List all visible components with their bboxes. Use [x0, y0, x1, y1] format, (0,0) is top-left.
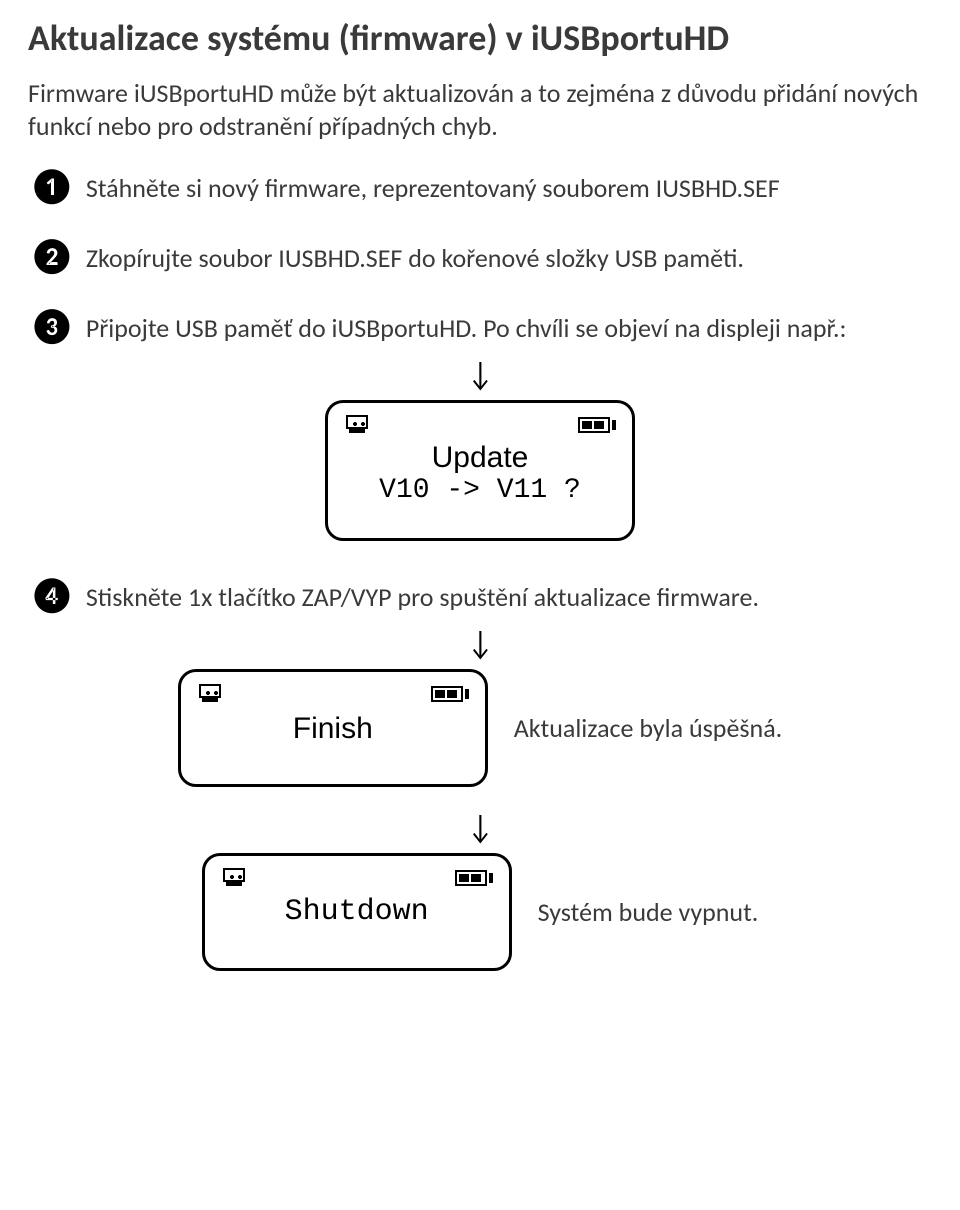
intro-paragraph: Firmware iUSBportuHD může být aktualizov… — [28, 77, 932, 142]
finish-note: Aktualizace byla úspěšná. — [514, 712, 782, 744]
battery-icon — [578, 417, 616, 433]
arrow-down-icon: ↓ — [468, 358, 493, 392]
display-finish-line1: Finish — [197, 712, 469, 745]
step-2-text: Zkopírujte soubor IUSBHD.SEF do kořenové… — [86, 242, 744, 275]
step-3-text: Připojte USB paměť do iUSBportuHD. Po ch… — [86, 312, 847, 345]
display-update-block: ↓ Update V10 -> V11 ? — [28, 352, 932, 559]
display-finish-block: ↓ Finish Aktualizace byla úspěšná. — [28, 621, 932, 805]
usb-icon — [221, 868, 247, 888]
step-3-number: ❸ — [28, 308, 76, 344]
device-display-finish: Finish — [178, 669, 488, 787]
step-1-number: ❶ — [28, 168, 76, 204]
step-2-number: ❷ — [28, 238, 76, 274]
battery-icon — [431, 686, 469, 702]
step-1-text: Stáhněte si nový firmware, reprezentovan… — [86, 172, 780, 205]
display-update-line2: V10 -> V11 ? — [344, 474, 616, 508]
display-shutdown-line1: Shutdown — [221, 896, 493, 929]
step-3: ❸ Připojte USB paměť do iUSBportuHD. Po … — [28, 312, 932, 348]
arrow-down-icon: ↓ — [468, 627, 493, 661]
step-4-number: ❹ — [28, 577, 76, 613]
device-display-update: Update V10 -> V11 ? — [325, 400, 635, 541]
shutdown-note: Systém bude vypnut. — [538, 896, 759, 928]
arrow-down-icon: ↓ — [468, 811, 493, 845]
page-title: Aktualizace systému (firmware) v iUSBpor… — [28, 18, 932, 59]
battery-icon — [455, 870, 493, 886]
step-2: ❷ Zkopírujte soubor IUSBHD.SEF do kořeno… — [28, 242, 932, 278]
document-page: Aktualizace systému (firmware) v iUSBpor… — [0, 0, 960, 1029]
display-shutdown-block: ↓ Shutdown Systém bude vypnut. — [28, 805, 932, 989]
usb-icon — [197, 684, 223, 704]
usb-icon — [344, 415, 370, 435]
device-display-shutdown: Shutdown — [202, 853, 512, 971]
display-update-line1: Update — [344, 441, 616, 474]
step-4: ❹ Stiskněte 1x tlačítko ZAP/VYP pro spuš… — [28, 581, 932, 617]
step-1: ❶ Stáhněte si nový firmware, reprezentov… — [28, 172, 932, 208]
step-4-text: Stiskněte 1x tlačítko ZAP/VYP pro spuště… — [86, 581, 759, 614]
